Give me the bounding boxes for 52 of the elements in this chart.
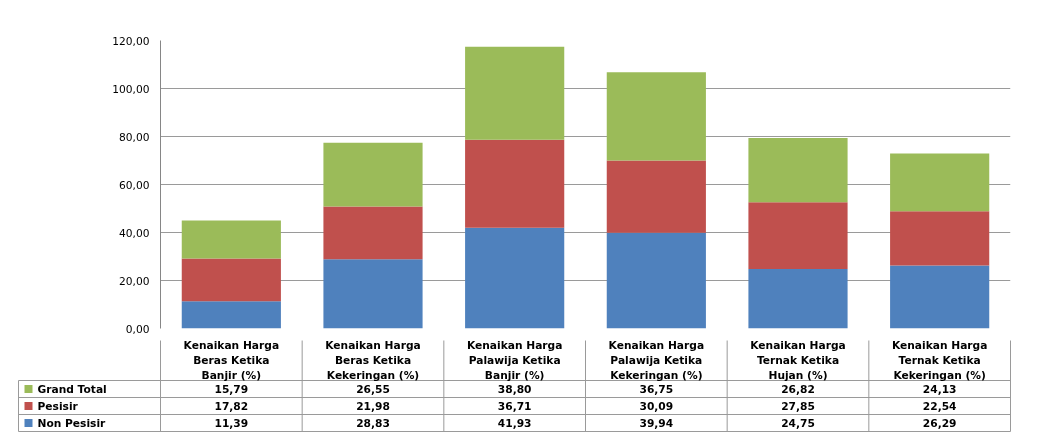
bar [465, 46, 565, 140]
data-label: 30,09 [639, 400, 674, 413]
bar [465, 139, 565, 228]
y-tick-label: 100,00 [112, 82, 150, 96]
data-label: 39,94 [639, 417, 674, 430]
bar [748, 202, 848, 270]
bar [181, 301, 281, 329]
y-tick-label: 40,00 [118, 226, 150, 240]
y-tick-label: 120,00 [112, 34, 150, 48]
x-tick-label: Kenaikan Harga Ternak Ketika Kekeringan (%) [891, 339, 988, 382]
bar [465, 227, 565, 329]
data-label: 24,75 [781, 417, 815, 430]
data-label: 27,85 [781, 400, 815, 413]
bar [323, 206, 423, 260]
data-label: 38,80 [497, 383, 532, 396]
bar [606, 160, 706, 233]
data-label: 28,83 [356, 417, 390, 430]
data-label: 22,54 [922, 400, 957, 413]
data-label: 26,55 [356, 383, 390, 396]
x-tick-label: Kenaikan Harga Beras Ketika Banjir (%) [183, 339, 280, 382]
data-label: 36,75 [639, 383, 674, 396]
bar [890, 265, 990, 329]
data-label: 21,98 [356, 400, 390, 413]
x-tick-label: Kenaikan Harga Ternak Ketika Hujan (%) [750, 339, 846, 382]
y-tick-label: 60,00 [118, 178, 150, 192]
bar [890, 211, 990, 266]
x-tick-label: Kenaikan Harga Palawija Ketika Banjir (%) [466, 339, 563, 382]
data-label: 36,71 [497, 400, 532, 413]
y-tick-label: 20,00 [118, 274, 150, 288]
data-label: 26,29 [922, 417, 957, 430]
legend-label: Grand Total [37, 382, 107, 396]
y-tick-label: 80,00 [118, 130, 150, 144]
bar [606, 72, 706, 161]
bar [181, 220, 281, 259]
bar [181, 258, 281, 302]
legend-label: Non Pesisir [37, 416, 107, 430]
bar [606, 232, 706, 329]
bar [748, 269, 848, 329]
y-tick-label: 0,00 [125, 322, 150, 336]
x-tick-label: Kenaikan Harga Palawija Ketika Kekeringan (%) [608, 339, 705, 382]
data-label: 41,93 [497, 417, 532, 430]
x-tick-label: Kenaikan Harga Beras Ketika Kekeringan (%) [325, 339, 421, 382]
bar [890, 153, 990, 212]
data-label: 24,13 [922, 383, 957, 396]
bar [323, 142, 423, 207]
bar [323, 259, 423, 329]
data-label: 17,82 [214, 400, 249, 413]
data-label: 11,39 [214, 417, 249, 430]
data-label: 26,82 [781, 383, 815, 396]
bar [748, 137, 848, 203]
legend-label: Pesisir [37, 399, 79, 413]
data-label: 15,79 [214, 383, 249, 396]
